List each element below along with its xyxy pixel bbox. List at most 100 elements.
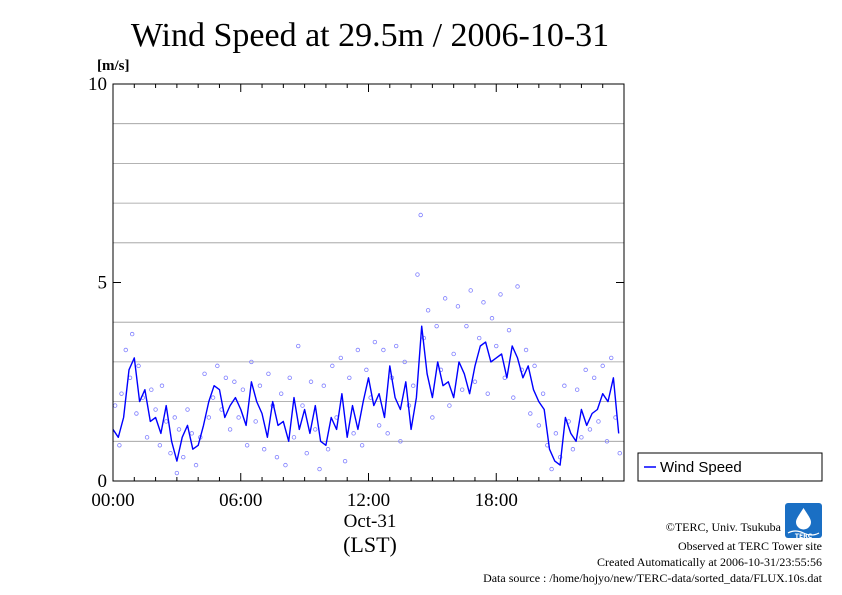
sample-point (261, 447, 267, 452)
sample-point (136, 363, 141, 369)
sample-point (596, 419, 601, 424)
sample-point (153, 407, 158, 412)
mean-series (112, 325, 620, 466)
sample-point (253, 419, 258, 424)
x-tick-label: 00:00 (91, 490, 134, 511)
sample-point (511, 395, 516, 400)
sample-point (266, 371, 271, 377)
sample-point (376, 423, 382, 428)
sample-point (532, 363, 537, 369)
sample-point (159, 383, 165, 388)
x-axis-label: (LST) (343, 532, 397, 557)
sample-point (540, 391, 546, 396)
sample-point (157, 443, 163, 448)
sample-point (587, 427, 593, 432)
sample-point (402, 359, 407, 365)
sample-point (283, 462, 288, 468)
sample-point (494, 343, 499, 349)
sample-point (304, 451, 309, 456)
sample-point (481, 300, 486, 305)
sample-point (244, 443, 250, 448)
sample-point (562, 383, 567, 388)
plot-frame (112, 83, 625, 482)
sample-point (574, 387, 580, 392)
sample-point (347, 375, 352, 380)
sample-point (359, 443, 365, 448)
sample-point (418, 212, 423, 218)
sample-point (300, 403, 305, 408)
sample-point (381, 347, 386, 353)
sample-point (609, 355, 614, 361)
sample-point (553, 431, 559, 436)
x-tick-label: 06:00 (219, 490, 262, 511)
sample-point (485, 391, 490, 396)
sample-point (579, 435, 584, 440)
sample-point (338, 355, 344, 361)
sample-point (189, 431, 194, 436)
sample-point (123, 347, 128, 353)
sample-point (232, 379, 237, 384)
sample-point (523, 347, 529, 353)
sample-point (296, 343, 301, 349)
y-axis-unit: [m/s] (97, 58, 130, 74)
sample-point (617, 451, 622, 456)
x-tick-label: 18:00 (475, 490, 518, 511)
sample-point (117, 443, 122, 448)
sample-point (515, 284, 520, 289)
x-axis-date: Oct-31 (344, 511, 397, 532)
sample-point (451, 351, 456, 357)
sample-point (536, 423, 542, 428)
sample-point (215, 363, 220, 369)
sample-point (464, 323, 469, 329)
terc-logo-text: TERC (795, 533, 813, 540)
sample-point (164, 419, 169, 424)
sample-point (570, 447, 576, 452)
sample-point (447, 403, 452, 408)
sample-point (206, 415, 212, 420)
x-axis: 00:00 06:00 12:00 18:00 (91, 84, 625, 511)
sample-point (193, 462, 199, 468)
sample-point (506, 327, 512, 333)
sample-point (372, 339, 378, 345)
sample-point (330, 363, 335, 369)
sample-point (149, 387, 154, 392)
sample-point (279, 391, 284, 396)
chart-title: Wind Speed at 29.5m / 2006-10-31 (131, 17, 609, 54)
sample-point (313, 427, 318, 432)
legend: Wind Speed (637, 452, 823, 482)
sample-point (185, 407, 190, 412)
sample-point (583, 367, 588, 373)
sample-point (308, 379, 314, 384)
sample-point (430, 415, 435, 420)
grid (113, 123, 624, 442)
sample-point (291, 435, 297, 440)
sample-point (325, 447, 331, 452)
sample-point (425, 308, 431, 313)
sample-point (181, 454, 186, 460)
sample-point (398, 439, 403, 444)
footer-copyright: ©TERC, Univ. Tsukuba (666, 520, 782, 534)
y-tick-label: 10 (88, 74, 107, 95)
sample-point (489, 316, 495, 321)
sample-point (168, 451, 173, 456)
sample-point (442, 296, 448, 301)
sample-point (240, 387, 246, 392)
sample-point (477, 335, 482, 341)
sample-point (434, 323, 439, 329)
sample-point (498, 292, 503, 297)
sample-point (393, 343, 399, 349)
sample-point (411, 383, 416, 388)
sample-point (317, 466, 322, 472)
sample-point (351, 431, 356, 436)
terc-logo: TERC (785, 503, 822, 540)
sample-point (549, 466, 554, 472)
sample-point (468, 288, 473, 293)
sample-point (202, 371, 207, 377)
legend-label: Wind Speed (660, 459, 742, 476)
sample-point (144, 435, 150, 440)
sample-point (119, 391, 124, 396)
y-tick-label: 5 (98, 273, 108, 294)
sample-point (591, 375, 597, 380)
sample-point (604, 439, 610, 444)
sample-point (287, 375, 292, 380)
